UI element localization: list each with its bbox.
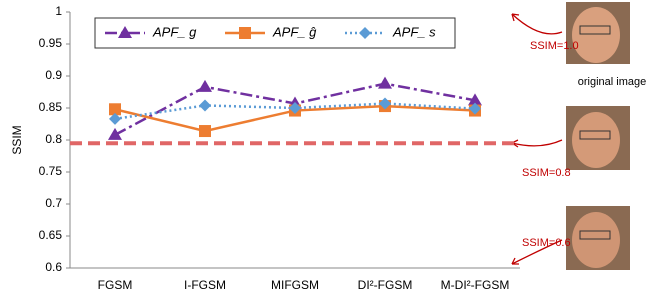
marker — [378, 77, 392, 89]
annotation: SSIM=0.6 — [522, 237, 571, 249]
y-tick-label: 0.9 — [45, 68, 62, 82]
x-tick-label: FGSM — [98, 278, 133, 292]
x-tick-label: M-DI²-FGSM — [441, 278, 510, 292]
marker — [199, 125, 211, 137]
y-tick-label: 0.8 — [45, 132, 62, 146]
annotation: original image — [578, 76, 646, 88]
y-tick-label: 0.75 — [39, 164, 63, 178]
marker — [198, 80, 212, 92]
y-tick-label: 0.85 — [39, 100, 63, 114]
annotation: SSIM=1.0 — [530, 40, 579, 52]
legend-label: APF_ ĝ — [272, 24, 317, 39]
y-tick-label: 1 — [55, 4, 62, 18]
face-image — [566, 2, 630, 64]
marker — [239, 27, 251, 39]
y-tick-label: 0.7 — [45, 196, 62, 210]
face-image — [566, 206, 630, 270]
y-tick-label: 0.65 — [39, 228, 63, 242]
y-axis-title: SSIM — [10, 125, 24, 154]
legend-label: APF_ g — [152, 24, 197, 39]
x-tick-label: I-FGSM — [184, 278, 226, 292]
legend-label: APF_ s — [392, 24, 436, 39]
face-image — [566, 106, 630, 170]
marker — [108, 128, 122, 140]
marker — [199, 99, 211, 111]
chart: SSIM SSIM=1.0 original image SSIM=0.8 SS… — [0, 0, 657, 300]
x-tick-label: DI²-FGSM — [358, 278, 413, 292]
y-tick-label: 0.95 — [39, 36, 63, 50]
annotation: SSIM=0.8 — [522, 167, 571, 179]
x-tick-label: MIFGSM — [271, 278, 319, 292]
y-tick-label: 0.6 — [45, 260, 62, 274]
